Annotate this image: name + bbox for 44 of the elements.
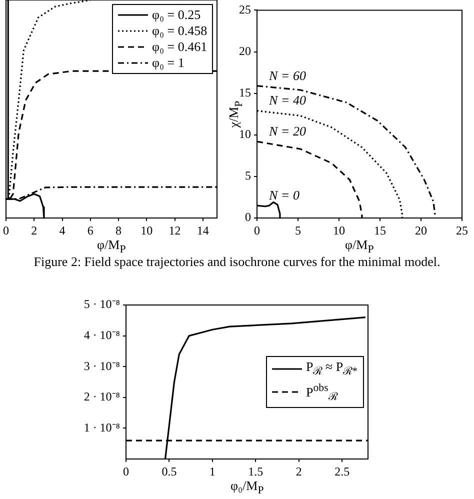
x-tick-label: 2 [31,223,38,238]
x-tick-label: 0.5 [162,464,177,478]
x-tick-label: 15 [374,223,386,238]
x-tick-label: 10 [140,223,153,238]
x-tick-label: 1 [209,464,216,478]
x-tick-label: 10 [333,223,345,238]
legend-label: P$_{ℛ}$ ≈ P$_{ℛ*}$ [306,359,358,380]
legend-label: φ₀ = 0.25 [152,7,201,23]
y-tick-label: 10 [239,127,251,142]
x-tick-label: 5 [295,223,301,238]
x-tick-label: 20 [415,223,427,238]
x-tick-label: 12 [168,223,181,238]
y-tick-label: 20 [239,44,251,58]
y-tick-label: 2 · 10⁻⁸ [84,390,120,404]
x-axis-title: φ/M$_{P}$ [345,237,374,256]
caption: Figure 2: Field space trajectories and isochrone curves for the minimal model. [32,254,442,270]
x-tick-label: 4 [59,223,66,238]
x-axis-title: φ/M$_{P}$ [97,237,126,256]
y-tick-label: 15 [239,85,251,100]
legend-label: φ₀ = 0.461 [152,39,208,55]
x-tick-label: 2 [296,464,302,478]
x-axis-title: φ₀/M$_{P}$ [230,478,264,497]
x-tick-label: 0 [123,464,129,478]
series-label: N = 20 [268,123,306,138]
y-tick-label: 4 · 10⁻⁸ [84,328,120,342]
x-tick-label: 14 [196,223,209,238]
series-label: N = 40 [268,92,306,108]
legend-label: φ₀ = 0.458 [152,23,208,39]
y-tick-label: 25 [239,2,251,16]
series-label: N = 0 [268,187,300,202]
series-label: N = 60 [268,68,306,83]
x-tick-label: 25 [456,223,468,238]
y-tick-label: 1 · 10⁻⁸ [84,420,120,434]
y-tick-label: 3 · 10⁻⁸ [84,358,120,373]
x-tick-label: 6 [87,223,94,238]
x-tick-label: 2.5 [334,464,350,478]
x-tick-label: 0 [254,223,260,238]
x-tick-label: 8 [116,223,122,238]
y-tick-label: 0 [245,210,251,224]
y-tick-label: 5 · 10⁻⁸ [84,297,120,312]
x-tick-label: 1.5 [248,464,264,478]
x-tick-label: 0 [3,223,9,238]
y-tick-label: 5 [245,168,251,183]
legend-label: φ₀ = 1 [152,55,184,71]
